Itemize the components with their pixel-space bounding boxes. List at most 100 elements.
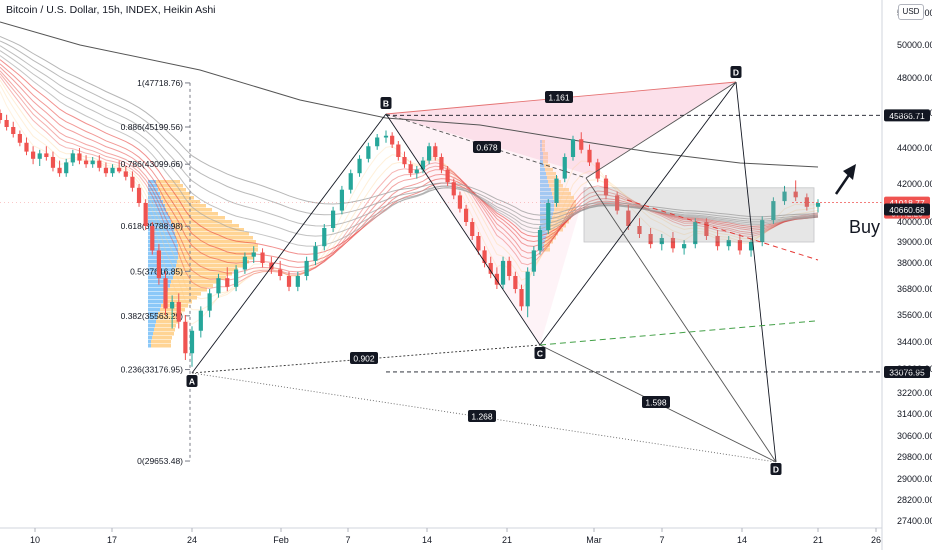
x-tick-label: 24 (187, 535, 197, 545)
y-tick-label: 38000.00 (897, 258, 932, 268)
chart-title: Bitcoin / U.S. Dollar, 15h, INDEX, Heiki… (6, 4, 216, 16)
candle-body (233, 269, 239, 287)
price-axis-label-text: 45866.71 (889, 111, 925, 121)
y-tick-label: 39000.00 (897, 237, 932, 247)
volume-profile-bar (148, 184, 157, 188)
candle-body (815, 203, 821, 207)
y-tick-label: 33200.00 (897, 364, 932, 374)
candle-body (339, 189, 345, 211)
volume-profile-bar (540, 152, 543, 156)
volume-profile-bar (540, 160, 543, 164)
y-tick-label: 40000.00 (897, 217, 932, 227)
volume-profile-bar (148, 264, 176, 268)
volume-profile-bar (163, 200, 200, 204)
candle-body (439, 157, 444, 170)
candle-body (330, 210, 336, 228)
candle-body (286, 276, 292, 287)
volume-profile-bar (177, 240, 256, 244)
candle-body (390, 135, 395, 145)
x-tick-label: 7 (659, 535, 664, 545)
candle-body (143, 203, 148, 226)
harmonic-leg-ab (385, 113, 541, 346)
harmonic-ratio-badge (545, 91, 573, 103)
harmonic-ratio-badge (468, 410, 496, 422)
volume-profile-bar (148, 304, 161, 308)
harmonic-leg-cd (735, 81, 777, 463)
candle-body (603, 178, 609, 196)
harmonic-ratio-label: 0.902 (353, 354, 375, 364)
volume-profile-bar (542, 148, 545, 152)
candle-body (50, 157, 56, 168)
y-tick-label: 50000.00 (897, 40, 932, 50)
y-tick-label: 28200.00 (897, 495, 932, 505)
volume-profile-bar (170, 284, 213, 288)
candle-body (507, 260, 512, 276)
y-tick-label: 34400.00 (897, 337, 932, 347)
volume-profile-bar (178, 248, 258, 252)
volume-profile-bar (175, 232, 249, 236)
fib-level-label: 0.886(45199.56) (121, 122, 184, 132)
volume-profile-bar (540, 220, 551, 224)
volume-profile-bar (148, 292, 166, 296)
harmonic-point-badge (730, 66, 742, 78)
candle-body (156, 250, 161, 279)
candle-body (637, 226, 642, 234)
volume-profile-bar (161, 304, 188, 308)
harmonic-point-badge (380, 97, 392, 109)
volume-profile-bar (543, 160, 548, 164)
volume-profile-bar (178, 244, 258, 248)
volume-profile-bar (176, 236, 253, 240)
candle-body (500, 260, 506, 285)
fib-level-label: 1(47718.76) (137, 78, 183, 88)
candle-body (420, 160, 426, 170)
x-tick-label: 14 (422, 535, 432, 545)
x-tick-label: Mar (586, 535, 602, 545)
price-axis-label-text: 33076.95 (889, 367, 925, 377)
candle-body (207, 293, 212, 311)
volume-profile-bar (540, 148, 542, 152)
candle-body (176, 302, 181, 322)
candle-body (433, 146, 438, 157)
volume-profile-bar (148, 268, 175, 272)
candle-body (554, 178, 559, 203)
volume-profile-bar (177, 260, 249, 264)
volume-profile-bar (168, 212, 218, 216)
volume-profile-bar (540, 184, 549, 188)
y-tick-label: 35600.00 (897, 310, 932, 320)
volume-profile-bar (148, 332, 153, 336)
volume-profile-bar (540, 176, 547, 180)
volume-profile-bar (148, 232, 175, 236)
volume-profile-bar (552, 192, 571, 196)
currency-button[interactable]: USD (898, 4, 924, 20)
candle-body (189, 330, 195, 354)
harmonic-leg-c2-d2 (585, 177, 777, 463)
price-axis-label-text: 41018.77 (889, 198, 925, 208)
volume-profile-bar (151, 344, 171, 348)
y-tick-label: 30600.00 (897, 431, 932, 441)
volume-profile-bar (148, 308, 160, 312)
candle-body (97, 160, 102, 168)
volume-profile-bar (157, 316, 180, 320)
candle-body (183, 321, 188, 354)
y-tick-label: 48000.00 (897, 73, 932, 83)
volume-profile-bar (540, 196, 553, 200)
ma-ribbon-line (0, 73, 819, 281)
volume-profile-bar (173, 276, 226, 280)
volume-profile-bar (155, 324, 176, 328)
y-tick-label: 32200.00 (897, 388, 932, 398)
harmonic-point-label: A (189, 377, 195, 387)
volume-profile-bar (545, 240, 553, 244)
candle-body (304, 260, 309, 276)
candle-body (482, 250, 487, 263)
fib-level-label: 0.786(43099.66) (121, 159, 184, 169)
harmonic-point-label: C (537, 349, 543, 359)
candle-body (366, 146, 371, 159)
volume-profile-bar (148, 180, 156, 184)
volume-profile-bar (546, 236, 556, 240)
candle-body (64, 162, 69, 174)
volume-profile-bar (543, 152, 548, 156)
candle-body (693, 222, 698, 245)
candle-body (37, 153, 42, 159)
